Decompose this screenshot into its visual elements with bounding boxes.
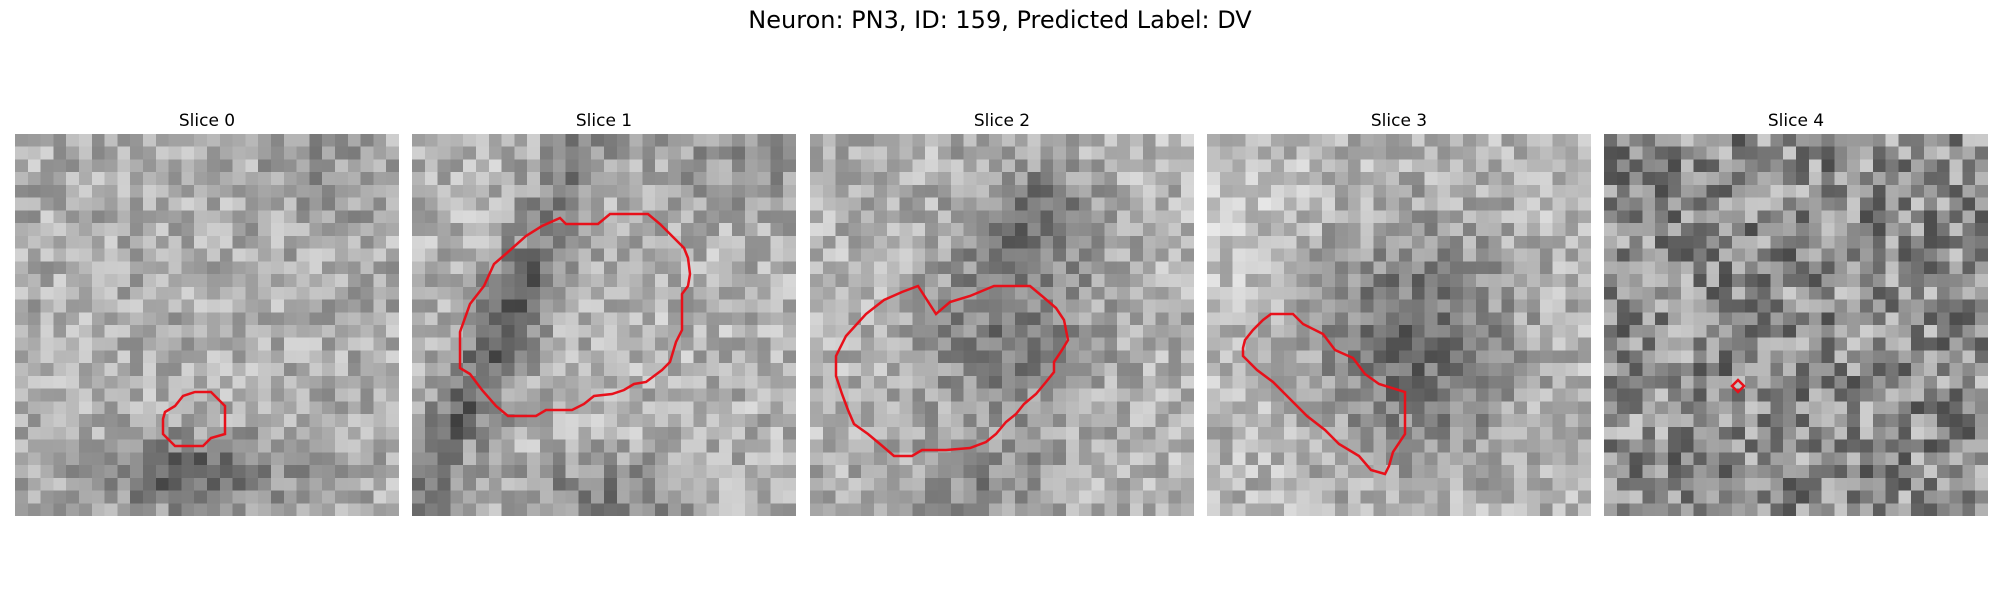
segmentation-contour (1730, 378, 1746, 394)
slice-title: Slice 2 (973, 111, 1031, 131)
segmentation-contour (1241, 312, 1407, 476)
roi-outline (834, 284, 1070, 458)
slice-panel-3: Slice 3 (1207, 108, 1591, 516)
roi-outline (458, 212, 692, 418)
roi-outline (161, 390, 227, 448)
segmentation-contour (161, 390, 227, 448)
figure-title: Neuron: PN3, ID: 159, Predicted Label: D… (748, 6, 1252, 34)
slice-image (1207, 134, 1591, 516)
slice-title: Slice 3 (1370, 111, 1428, 131)
slice-image (810, 134, 1194, 516)
segmentation-contour (834, 284, 1070, 458)
slice-panel-0: Slice 0 (15, 108, 399, 516)
slice-image (15, 134, 399, 516)
slice-title: Slice 0 (178, 111, 236, 131)
slice-title: Slice 1 (575, 111, 633, 131)
slice-panel-1: Slice 1 (412, 108, 796, 516)
slice-title: Slice 4 (1767, 111, 1825, 131)
segmentation-contour (458, 212, 692, 418)
slice-image (1604, 134, 1988, 516)
roi-outline (1241, 312, 1407, 476)
slice-panel-2: Slice 2 (810, 108, 1194, 516)
slice-panel-4: Slice 4 (1604, 108, 1988, 516)
slice-image (412, 134, 796, 516)
roi-outline (1730, 378, 1746, 394)
